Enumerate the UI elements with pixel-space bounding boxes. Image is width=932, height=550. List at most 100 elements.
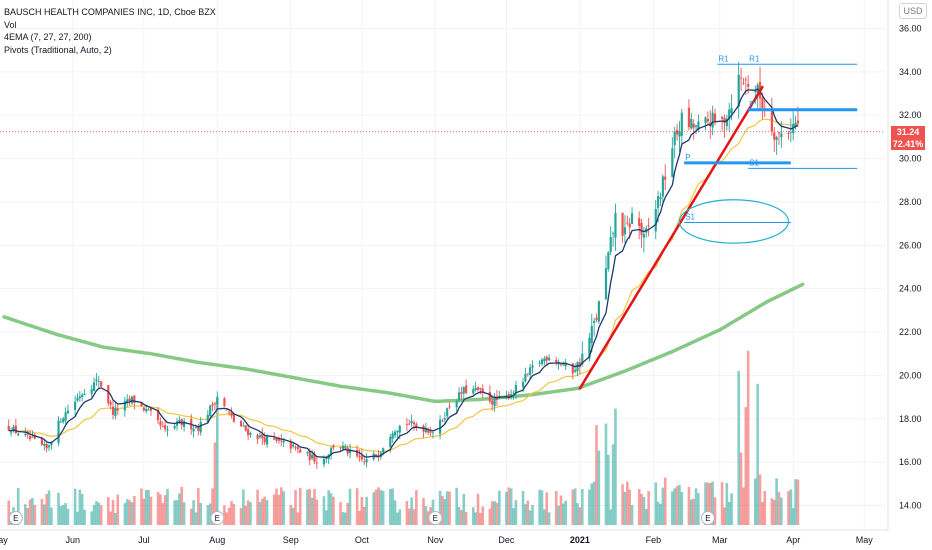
- candle: [706, 111, 709, 126]
- volume-bar: [381, 490, 385, 525]
- candle-body: [773, 132, 776, 140]
- volume-bar: [372, 492, 376, 525]
- volume-bar: [313, 488, 316, 525]
- candle: [671, 137, 674, 178]
- candle-body: [92, 382, 96, 392]
- volume-bar: [175, 500, 179, 525]
- volume-bar: [315, 499, 319, 525]
- candle-body: [249, 433, 252, 435]
- candle-body: [114, 407, 117, 417]
- candle: [292, 442, 295, 449]
- candle-body: [472, 389, 475, 394]
- currency-button[interactable]: USD: [899, 3, 927, 19]
- volume-bar: [742, 487, 745, 525]
- candle-body: [505, 395, 508, 397]
- earnings-marker[interactable]: E: [210, 511, 225, 525]
- ema-indicator-label[interactable]: 4EMA (7, 27, 27, 200): [4, 32, 92, 42]
- y-tick-label: 34.00: [899, 67, 922, 77]
- candle-body: [692, 123, 695, 128]
- candle-body: [213, 403, 217, 405]
- candle-body: [593, 321, 596, 323]
- earnings-marker[interactable]: E: [428, 511, 443, 525]
- volume-bar: [116, 494, 120, 525]
- candle-body: [597, 301, 600, 322]
- candle-body: [460, 392, 463, 394]
- symbol-title[interactable]: BAUSCH HEALTH COMPANIES INC, 1D, Cboe BZ…: [4, 7, 216, 17]
- volume-bar: [512, 508, 515, 525]
- candle-body: [363, 461, 366, 463]
- earnings-badge: [210, 511, 225, 525]
- candle: [673, 126, 676, 159]
- volume-bar: [509, 488, 513, 525]
- volume-bar: [547, 512, 551, 525]
- candle: [111, 400, 115, 420]
- candle-body: [654, 209, 657, 232]
- volume-bar: [272, 494, 276, 525]
- candle-body: [398, 426, 401, 433]
- volume-bar: [97, 502, 101, 525]
- volume-bar: [249, 502, 252, 525]
- volume-bar: [488, 508, 492, 525]
- pivots-indicator-label[interactable]: Pivots (Traditional, Auto, 2): [4, 44, 112, 55]
- volume-bar: [144, 489, 148, 525]
- volume-bar: [95, 501, 98, 525]
- earnings-marker[interactable]: E: [8, 511, 23, 525]
- candle-body: [322, 459, 326, 465]
- volume-bar: [147, 489, 150, 525]
- volume-bar: [611, 444, 615, 525]
- x-tick-label: May: [856, 535, 874, 545]
- candle: [299, 446, 302, 454]
- candle-body: [747, 84, 750, 87]
- candle-body: [704, 117, 707, 123]
- volume-bar: [678, 484, 681, 525]
- candle: [83, 388, 86, 396]
- volume-bar: [540, 490, 544, 525]
- candle-body: [792, 123, 795, 134]
- candle-body: [296, 447, 299, 450]
- candle-body: [524, 374, 527, 382]
- volume-bar: [528, 510, 532, 525]
- candle-body: [728, 109, 731, 120]
- ellipse-annotation[interactable]: [678, 199, 790, 244]
- volume-bar: [83, 509, 86, 525]
- candle: [159, 417, 162, 430]
- candle: [630, 207, 634, 225]
- y-tick-label: 32.00: [899, 110, 922, 120]
- ema-200-line: [2, 282, 805, 404]
- candle-body: [17, 433, 20, 436]
- earnings-badge-label: E: [705, 514, 710, 523]
- candle-body: [448, 406, 451, 408]
- candle-body: [481, 388, 484, 393]
- candle-body: [638, 218, 641, 227]
- candle-body: [59, 421, 62, 423]
- candle: [76, 393, 79, 403]
- candle-body: [405, 423, 408, 425]
- candle: [92, 377, 96, 392]
- candle-body: [794, 122, 797, 127]
- candle: [360, 448, 363, 463]
- candle: [526, 373, 529, 377]
- earnings-marker[interactable]: E: [700, 511, 715, 525]
- candle-body: [109, 402, 112, 405]
- candle: [761, 92, 764, 120]
- candle: [704, 116, 707, 131]
- candle-body: [97, 380, 100, 382]
- candle: [147, 407, 150, 411]
- volume-bar: [61, 504, 65, 525]
- volume-bar: [690, 499, 693, 525]
- candle: [107, 384, 110, 407]
- candle-body: [308, 450, 311, 461]
- candle-body: [574, 369, 577, 372]
- candle-body: [661, 176, 664, 197]
- ema-7-line: [8, 88, 799, 459]
- trendline[interactable]: [578, 85, 764, 390]
- candle-body: [730, 107, 733, 114]
- candle-body: [156, 410, 160, 421]
- candle: [396, 430, 399, 439]
- volume-bar: [692, 498, 695, 525]
- volume-bar: [28, 499, 32, 525]
- volume-bar: [140, 488, 143, 525]
- volume-indicator-label[interactable]: Vol: [4, 19, 17, 30]
- volume-bar: [479, 512, 482, 525]
